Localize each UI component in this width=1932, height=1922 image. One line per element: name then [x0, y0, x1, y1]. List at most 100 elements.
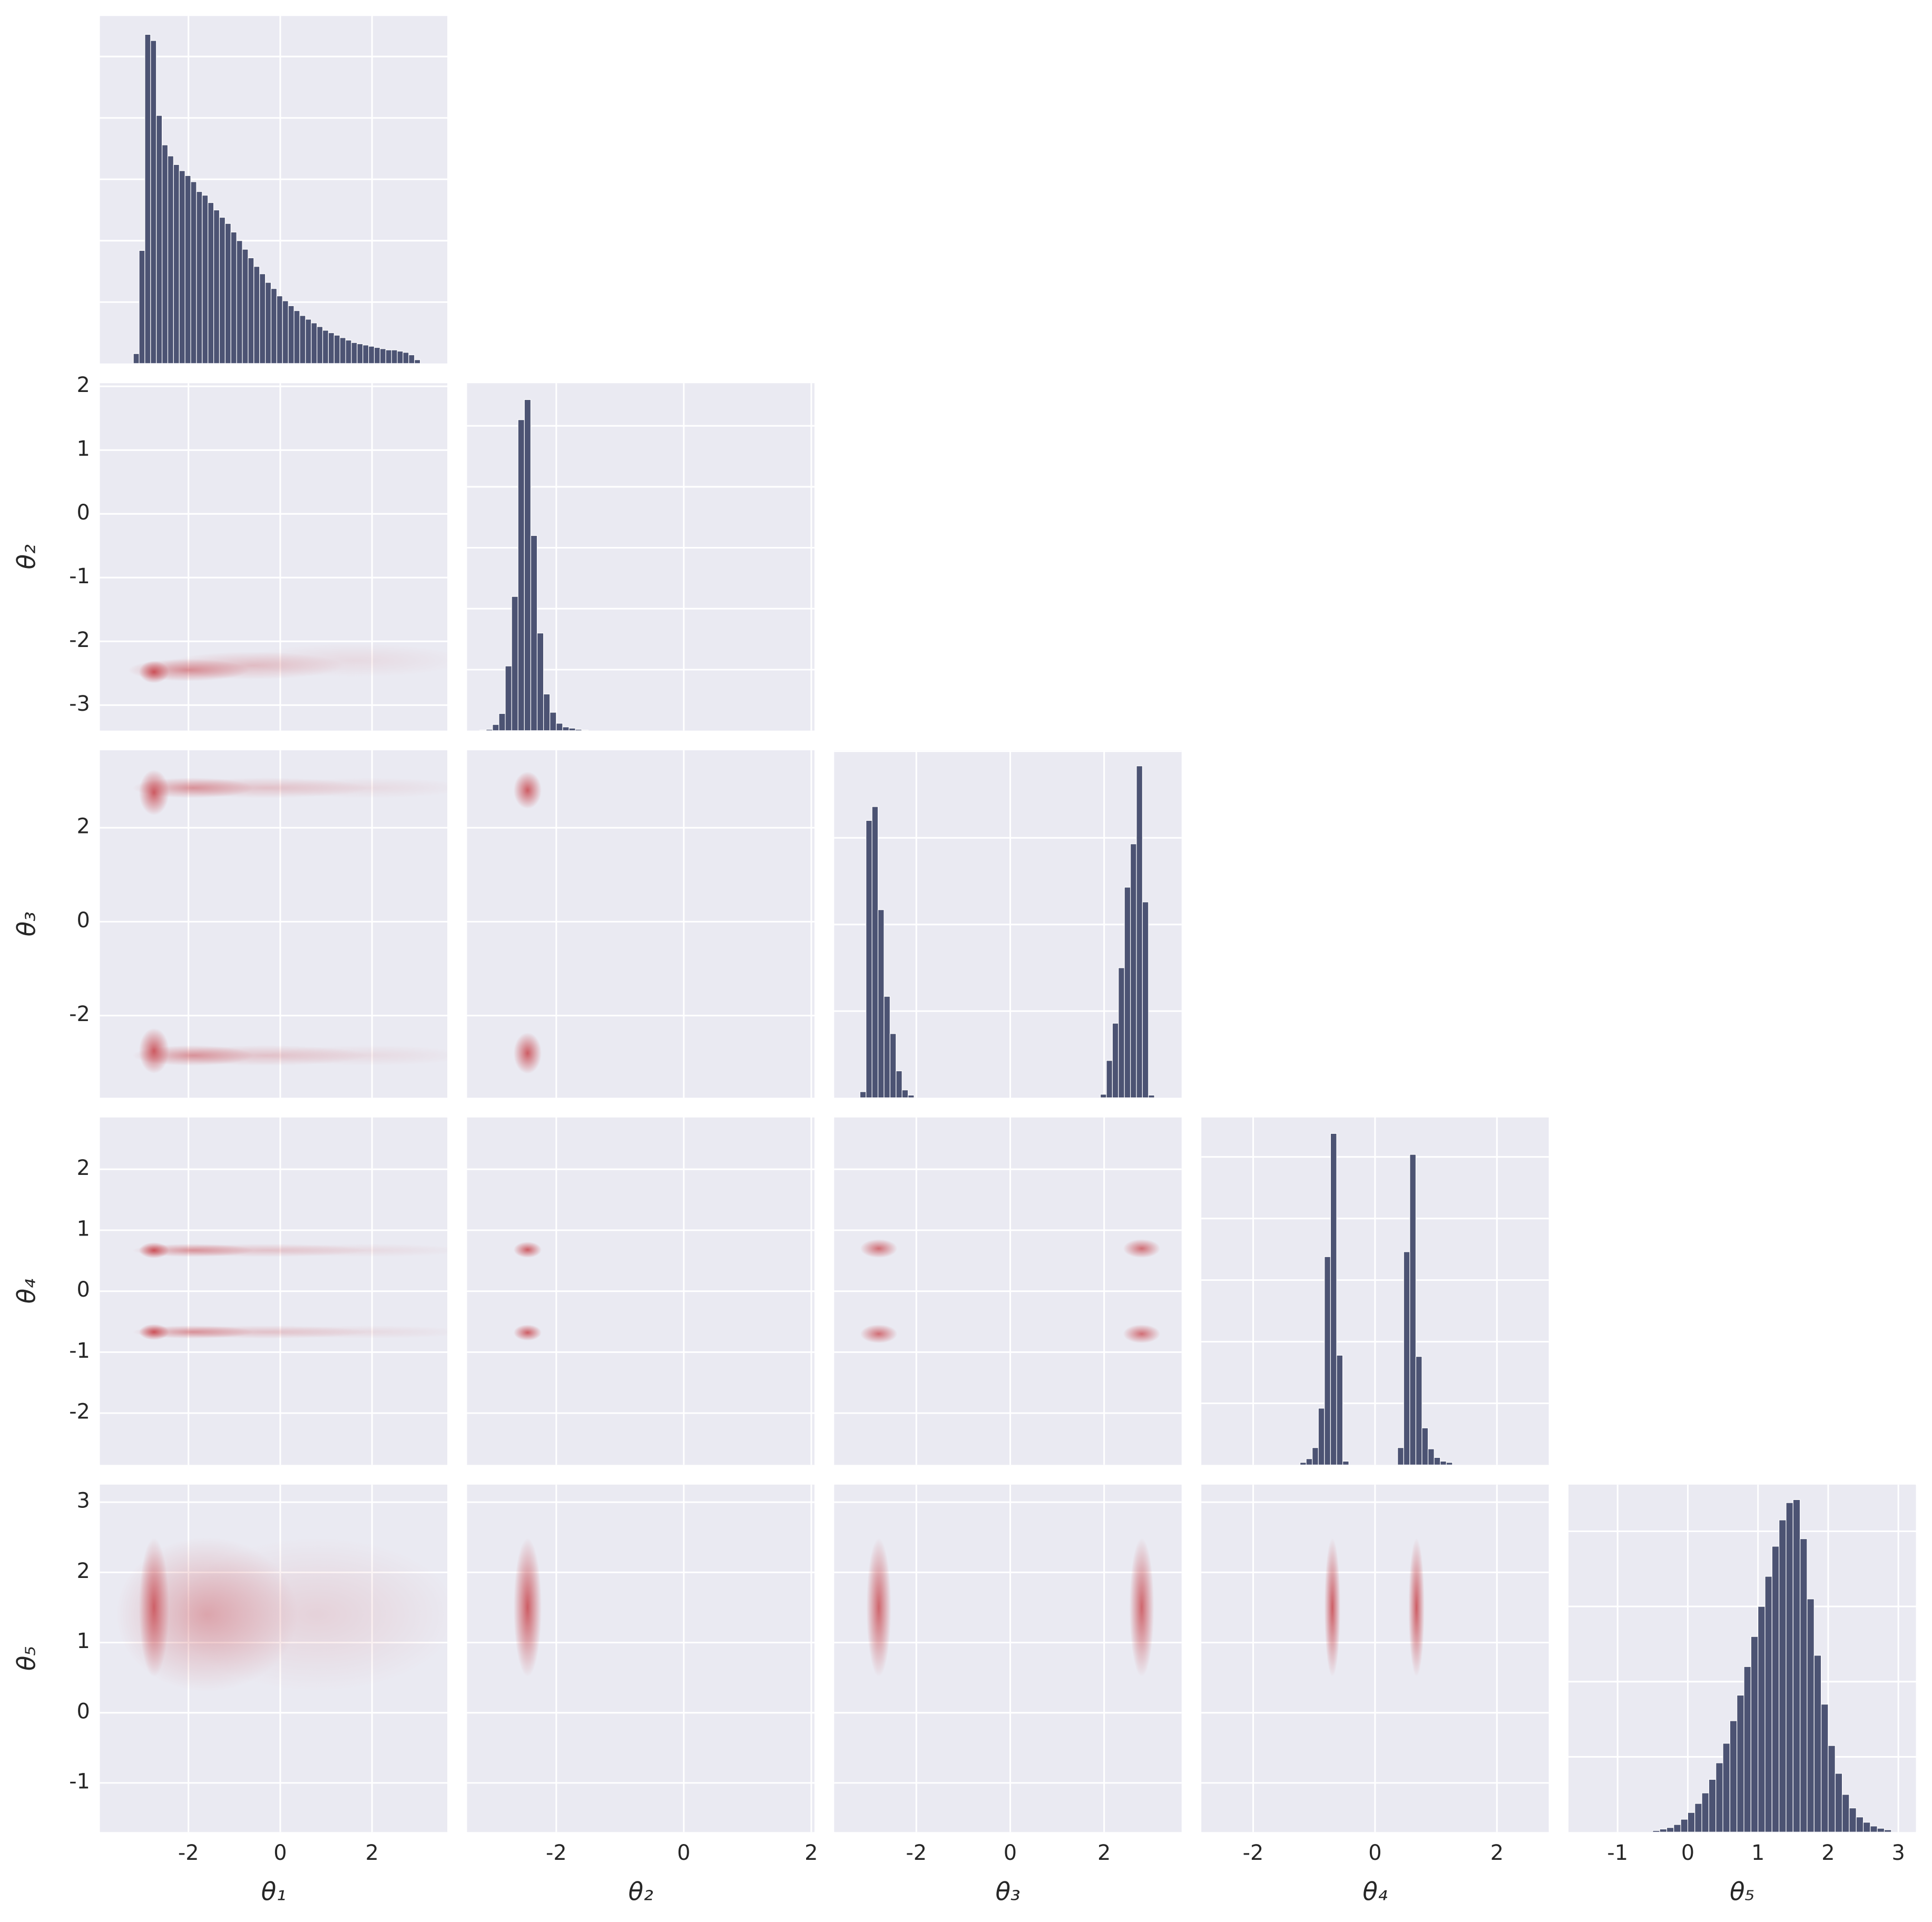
- y-tick-label: 0: [77, 1278, 90, 1302]
- density-blob: [513, 1325, 542, 1341]
- hist-bar: [1342, 1460, 1349, 1465]
- panel: [100, 383, 448, 731]
- hist-bar: [1786, 1502, 1793, 1832]
- hist-bar: [1758, 1606, 1766, 1832]
- hist-bar: [1427, 1448, 1435, 1465]
- hist-bar: [351, 342, 358, 364]
- y-axis-label: θ₄: [13, 1279, 41, 1304]
- y-tick-label: -1: [69, 1770, 90, 1794]
- y-tick-label: 2: [77, 1156, 90, 1180]
- hist-bar: [368, 346, 375, 364]
- hist-bar: [248, 257, 254, 364]
- hist-bar: [866, 820, 872, 1098]
- hist-bar: [230, 231, 237, 364]
- hist-bar: [179, 170, 185, 364]
- hist-bar: [505, 665, 512, 731]
- hist-bar: [190, 181, 197, 364]
- hist-bar: [479, 729, 487, 731]
- density-blob: [1123, 1239, 1161, 1258]
- histogram: [859, 766, 1155, 1098]
- hist-bar: [1673, 1824, 1681, 1832]
- y-tick-label: 1: [77, 1629, 90, 1653]
- hist-bar: [1324, 1256, 1331, 1465]
- density: [866, 1538, 1154, 1677]
- hist-bar: [543, 693, 551, 731]
- y-tick-label: 0: [77, 908, 90, 933]
- hist-bar: [144, 34, 151, 364]
- hist-bar: [379, 348, 386, 364]
- hist-bar: [385, 349, 392, 364]
- hist-bar: [1821, 1704, 1829, 1832]
- density: [513, 1538, 542, 1677]
- hist-bar: [184, 175, 191, 364]
- y-tick-label: -2: [69, 628, 90, 652]
- hist-bar: [1870, 1826, 1878, 1832]
- hist-bar: [530, 535, 538, 731]
- density-blob: [860, 1324, 898, 1344]
- hist-bar: [492, 724, 499, 731]
- hist-bar: [889, 1033, 897, 1098]
- hist-bar: [1807, 1599, 1815, 1832]
- hist-bar: [536, 633, 544, 731]
- hist-bar: [1708, 1779, 1717, 1832]
- hist-bar: [1743, 1666, 1751, 1832]
- y-tick-label: -2: [69, 1400, 90, 1424]
- hist-bar: [1397, 1447, 1404, 1465]
- density-blob: [513, 1241, 542, 1258]
- hist-bar: [1737, 1694, 1744, 1832]
- density: [128, 643, 448, 683]
- hist-bar: [1680, 1819, 1689, 1832]
- density-blob: [175, 1537, 448, 1692]
- x-tick-label: 2: [1490, 1841, 1504, 1865]
- density: [1324, 1538, 1425, 1677]
- hist-bar: [1306, 1458, 1313, 1465]
- hist-bar: [1884, 1829, 1892, 1832]
- hist-bar: [1687, 1812, 1695, 1832]
- density: [513, 1241, 542, 1341]
- hist-bar: [1299, 1462, 1307, 1465]
- density-blob: [513, 1032, 542, 1074]
- y-tick-label: 1: [77, 437, 90, 461]
- hist-bar: [1415, 1356, 1423, 1465]
- hist-bar: [1318, 1408, 1325, 1465]
- hist-bar: [317, 326, 323, 364]
- hist-bar: [133, 353, 140, 364]
- hist-bar: [517, 419, 525, 731]
- x-tick-label: -1: [1607, 1841, 1628, 1865]
- density-blob: [266, 1325, 448, 1339]
- hist-bar: [213, 209, 220, 364]
- y-tick-label: -1: [69, 564, 90, 589]
- y-axis-label: θ₃: [13, 911, 41, 936]
- hist-bar: [498, 713, 506, 731]
- hist-bar: [156, 115, 163, 364]
- hist-bar: [1112, 1023, 1119, 1098]
- panel: [467, 383, 815, 731]
- hist-bar: [196, 191, 203, 364]
- hist-bar: [859, 1091, 867, 1098]
- density-blob: [1129, 1538, 1154, 1677]
- hist-bar: [877, 909, 885, 1098]
- x-tick-label: 3: [1892, 1841, 1905, 1865]
- hist-bar: [901, 1090, 909, 1098]
- hist-bar: [1771, 1546, 1780, 1832]
- hist-bar: [1862, 1822, 1871, 1832]
- panel: [100, 1484, 448, 1832]
- density-blob: [860, 1239, 898, 1258]
- hist-bar: [322, 330, 329, 364]
- hist-bar: [1142, 901, 1149, 1098]
- hist-bar: [253, 266, 260, 364]
- hist-bar: [403, 352, 409, 364]
- panel: [100, 16, 448, 364]
- hist-bar: [299, 315, 306, 364]
- hist-bar: [871, 806, 879, 1098]
- hist-bar: [1148, 1095, 1155, 1098]
- density-blob: [513, 1538, 542, 1677]
- hist-bar: [1130, 844, 1137, 1098]
- hist-bar: [357, 343, 364, 364]
- hist-bar: [1849, 1808, 1857, 1832]
- hist-bar: [562, 727, 570, 731]
- density-blob: [242, 643, 448, 678]
- hist-bar: [334, 335, 340, 364]
- hist-bar: [1694, 1803, 1702, 1832]
